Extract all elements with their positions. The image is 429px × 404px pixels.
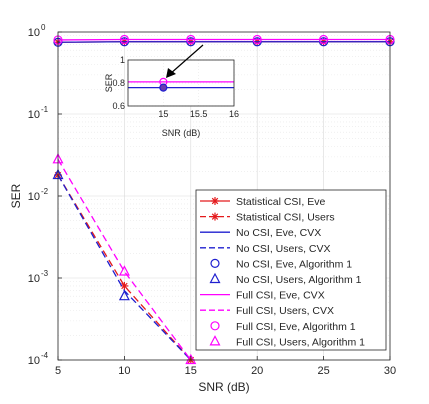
inset-ticks: 15 15.5 16 0.6 0.8 1	[112, 55, 239, 119]
legend-label: Full CSI, Users, CVX	[236, 305, 334, 317]
legend-entry: No CSI, Eve, CVX	[200, 227, 321, 239]
inset-circle-marker	[159, 83, 168, 92]
inset-plot: 15 15.5 16 0.6 0.8 1 SNR (dB) SER	[104, 55, 239, 138]
legend-label: No CSI, Eve, Algorithm 1	[236, 258, 352, 270]
circle-marker	[252, 34, 262, 45]
triangle-marker	[118, 289, 130, 301]
y-tick-exponent: -1	[41, 105, 49, 114]
y-axis-label: SER	[9, 183, 23, 208]
x-tick-label: 25	[317, 365, 329, 377]
y-tick-label: 10	[28, 355, 40, 367]
circle-marker	[186, 34, 196, 45]
series-line	[57, 159, 192, 361]
y-tick-exponent: -4	[41, 351, 49, 360]
inset-x-tick-label: 15.5	[190, 109, 208, 119]
inset-y-label: SER	[104, 73, 114, 92]
x-tick-label: 20	[251, 365, 263, 377]
y-tick-label: 10	[28, 191, 40, 203]
triangle-marker	[185, 353, 197, 365]
zoom-arrow	[166, 44, 204, 78]
circle-marker	[210, 258, 220, 268]
series-full-csi-users-cvx	[57, 159, 192, 361]
legend-entry: Full CSI, Eve, Algorithm 1	[210, 321, 356, 333]
circle-marker	[210, 321, 220, 331]
legend-entry: Full CSI, Eve, CVX	[200, 290, 325, 302]
legend-entry: Statistical CSI, Eve	[200, 196, 325, 208]
x-tick-label: 30	[384, 365, 396, 377]
inset-y-tick-label: 0.8	[112, 78, 125, 88]
circle-marker	[119, 34, 130, 45]
legend-entry: Full CSI, Users, Algorithm 1	[209, 335, 365, 348]
triangle-marker	[209, 335, 221, 346]
legend-entry: No CSI, Users, Algorithm 1	[209, 272, 362, 286]
inset-y-tick-label: 1	[120, 55, 125, 65]
inset-background	[128, 60, 234, 106]
triangle-marker	[118, 265, 130, 276]
inset-frame	[127, 59, 235, 107]
legend-label: Full CSI, Eve, Algorithm 1	[236, 321, 356, 333]
inset-x-tick-label: 15	[158, 109, 168, 119]
x-tick-label: 10	[118, 365, 130, 377]
legend-label: No CSI, Eve, CVX	[236, 227, 321, 239]
legend-label: Full CSI, Users, Algorithm 1	[236, 336, 365, 348]
y-tick-exponent: -2	[41, 187, 49, 196]
y-tick-label: 10	[28, 273, 40, 285]
y-tick-exponent: 0	[41, 23, 46, 32]
legend-entry: Full CSI, Users, CVX	[200, 305, 334, 317]
legend-label: No CSI, Users, Algorithm 1	[236, 274, 362, 286]
main-series-layer	[52, 34, 395, 365]
legend-entry: No CSI, Users, CVX	[200, 243, 331, 255]
x-axis-label: SNR (dB)	[198, 380, 249, 394]
legend-label: Statistical CSI, Eve	[236, 196, 325, 208]
legend-entry: No CSI, Eve, Algorithm 1	[210, 258, 352, 270]
asterisk-marker	[211, 197, 219, 205]
triangle-marker	[209, 272, 221, 284]
legend: Statistical CSI, Eve Statistical CSI, Use…	[195, 189, 387, 351]
inset-x-label: SNR (dB)	[162, 128, 201, 138]
x-tick-label: 5	[55, 365, 61, 377]
asterisk-marker	[211, 212, 219, 221]
inset-series-layer	[128, 77, 234, 92]
inset-y-tick-label: 0.6	[112, 101, 125, 111]
y-tick-label: 10	[28, 27, 40, 39]
legend-label: No CSI, Users, CVX	[236, 243, 331, 255]
circle-marker	[319, 34, 329, 45]
legend-label: Full CSI, Eve, CVX	[236, 290, 325, 302]
y-tick-exponent: -3	[41, 269, 49, 278]
inset-x-tick-label: 16	[229, 109, 239, 119]
legend-entry: Statistical CSI, Users	[200, 212, 335, 224]
legend-label: Statistical CSI, Users	[236, 212, 335, 224]
x-tick-label: 15	[185, 365, 197, 377]
y-tick-label: 10	[28, 109, 40, 121]
legend-items: Statistical CSI, Eve Statistical CSI, Use…	[200, 196, 365, 348]
